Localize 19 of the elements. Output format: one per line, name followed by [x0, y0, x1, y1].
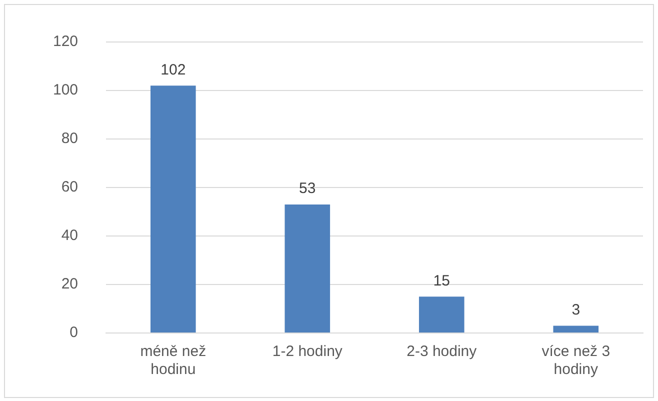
- y-tick-label: 0: [70, 324, 78, 342]
- data-label: 15: [433, 272, 450, 290]
- y-tick-label: 80: [61, 130, 78, 148]
- data-label: 53: [299, 180, 316, 198]
- bar: [553, 326, 599, 332]
- y-tick-label: 60: [61, 178, 78, 196]
- data-label: 3: [572, 301, 580, 318]
- y-tick-label: 120: [52, 33, 78, 50]
- x-tick-label: méně než hodinu: [140, 343, 206, 378]
- y-tick-label: 20: [61, 276, 78, 293]
- bar: [284, 204, 330, 332]
- x-tick-label: 1-2 hodiny: [272, 343, 343, 360]
- bar: [418, 296, 464, 332]
- x-tick-label: 2-3 hodiny: [406, 343, 478, 360]
- y-tick-label: 100: [52, 82, 78, 99]
- x-tick-label: více než 3 hodiny: [542, 343, 610, 378]
- y-tick-label: 40: [61, 227, 78, 244]
- bar: [150, 86, 196, 332]
- data-label: 102: [160, 61, 186, 78]
